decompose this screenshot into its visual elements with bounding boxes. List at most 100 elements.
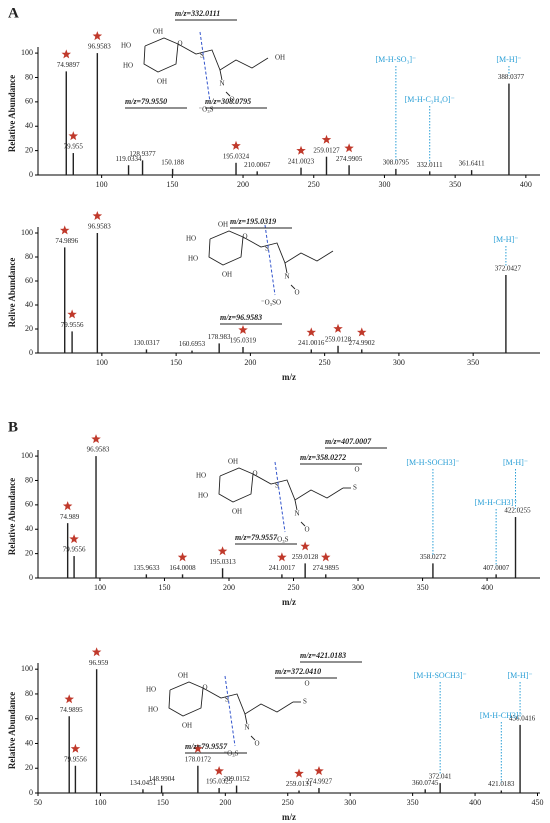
atom-label: O (304, 680, 309, 688)
peak-label: 178.0172 (185, 755, 212, 763)
peak (424, 789, 426, 793)
x-tick-label: 200 (223, 583, 235, 592)
bond (202, 687, 294, 715)
y-tick-label: 60 (25, 276, 33, 285)
y-tick-label: 80 (25, 252, 33, 261)
fragment-label: m/z=79.9557 (235, 533, 278, 542)
atom-label: OH (275, 54, 285, 62)
x-tick-label: 400 (469, 798, 481, 807)
fragment-label: m/z=407.0007 (325, 437, 372, 446)
peak (96, 233, 99, 353)
atom-label: O (304, 526, 309, 534)
peak (348, 165, 350, 175)
peak (141, 160, 144, 175)
y-tick-label: 20 (25, 324, 33, 333)
atom-label: O (252, 470, 257, 478)
y-tick-label: 0 (29, 170, 33, 179)
atom-label: HO (148, 706, 158, 714)
peak (470, 170, 473, 175)
x-axis-label: m/z (282, 372, 296, 382)
x-tick-label: 100 (96, 180, 108, 189)
peak-label: 407.0007 (483, 564, 510, 572)
star-marker (296, 145, 306, 155)
peak-label: 361.6411 (459, 160, 485, 168)
bond (244, 713, 248, 725)
ion-annotation: [M-H]⁻ (493, 235, 518, 244)
peak-label: 332.0111 (417, 161, 443, 169)
star-marker (214, 766, 224, 776)
y-tick-label: 40 (25, 300, 33, 309)
x-axis-label: m/z (282, 812, 296, 822)
peak-label: 96.9583 (88, 223, 111, 231)
star-marker (321, 134, 332, 144)
ion-annotation: [M-H-C₃H₄O]⁻ (405, 95, 455, 104)
y-tick-label: 0 (29, 788, 33, 797)
x-tick-label: 350 (407, 798, 419, 807)
atom-label: OH (222, 271, 232, 279)
atom-label: ⁻O₃SO (261, 299, 281, 307)
y-tick-label: 20 (25, 548, 33, 557)
x-tick-label: 100 (96, 358, 108, 367)
fragment-label: m/z=421.0183 (300, 651, 346, 660)
x-tick-label: 350 (467, 358, 479, 367)
x-axis-label: m/z (282, 597, 296, 607)
bond (300, 521, 306, 527)
x-tick-label: 150 (170, 358, 182, 367)
star-marker (344, 143, 354, 153)
x-tick-label: 150 (166, 180, 178, 189)
bond (284, 262, 288, 274)
atom-label: O (242, 233, 247, 241)
fragment-label: m/z=308.0795 (205, 97, 251, 106)
x-tick-label: 150 (158, 583, 170, 592)
atom-label: N (219, 80, 224, 88)
peak (191, 350, 193, 353)
x-tick-label: 350 (449, 180, 461, 189)
x-tick-label: 100 (94, 798, 106, 807)
star-marker (70, 743, 81, 753)
peak-label: 209.0152 (223, 775, 250, 783)
x-tick-label: 300 (352, 583, 364, 592)
atom-label: OH (218, 221, 228, 229)
x-tick-label: 250 (308, 180, 320, 189)
fragment-label: m/z=332.0111 (175, 9, 220, 18)
peak (65, 71, 67, 175)
y-tick-label: 0 (29, 573, 33, 582)
fragment-label: m/z=358.0272 (300, 453, 346, 462)
panel-label: B (8, 419, 18, 435)
star-marker (294, 768, 304, 778)
peak-label: 388.0377 (498, 73, 525, 81)
peak (197, 765, 199, 793)
peak-label: 79.9556 (63, 546, 86, 554)
peak (325, 156, 328, 175)
x-tick-label: 250 (282, 798, 294, 807)
bond (168, 681, 204, 717)
y-axis-label: Relative Abundance (7, 478, 17, 555)
peak-label: 135.9633 (133, 564, 160, 572)
atom-label: ⁻O₃S (198, 106, 213, 114)
peak-label: 274.9927 (306, 778, 333, 786)
peak (514, 517, 517, 578)
peak-label: 195.0313 (209, 558, 236, 566)
atom-label: S (225, 696, 229, 704)
y-tick-label: 100 (21, 48, 33, 57)
atom-label: OH (228, 458, 238, 466)
bond (294, 499, 298, 511)
y-tick-label: 80 (25, 475, 33, 484)
peak-label: 241.0023 (288, 157, 315, 165)
atom-label: O (202, 684, 207, 692)
peak-label: 178.983 (208, 333, 231, 341)
star-marker (67, 309, 77, 319)
star-marker (321, 552, 331, 562)
peak (318, 788, 320, 793)
x-tick-label: 100 (94, 583, 106, 592)
peak (68, 716, 70, 793)
atom-label: HO (123, 62, 133, 70)
cleavage-line (274, 461, 286, 533)
peak-label: 148.9904 (148, 775, 175, 783)
peak-label: 274.9895 (313, 564, 340, 572)
star-marker (333, 323, 343, 333)
atom-label: S (200, 52, 204, 60)
peak-label: 259.0131 (286, 780, 313, 788)
